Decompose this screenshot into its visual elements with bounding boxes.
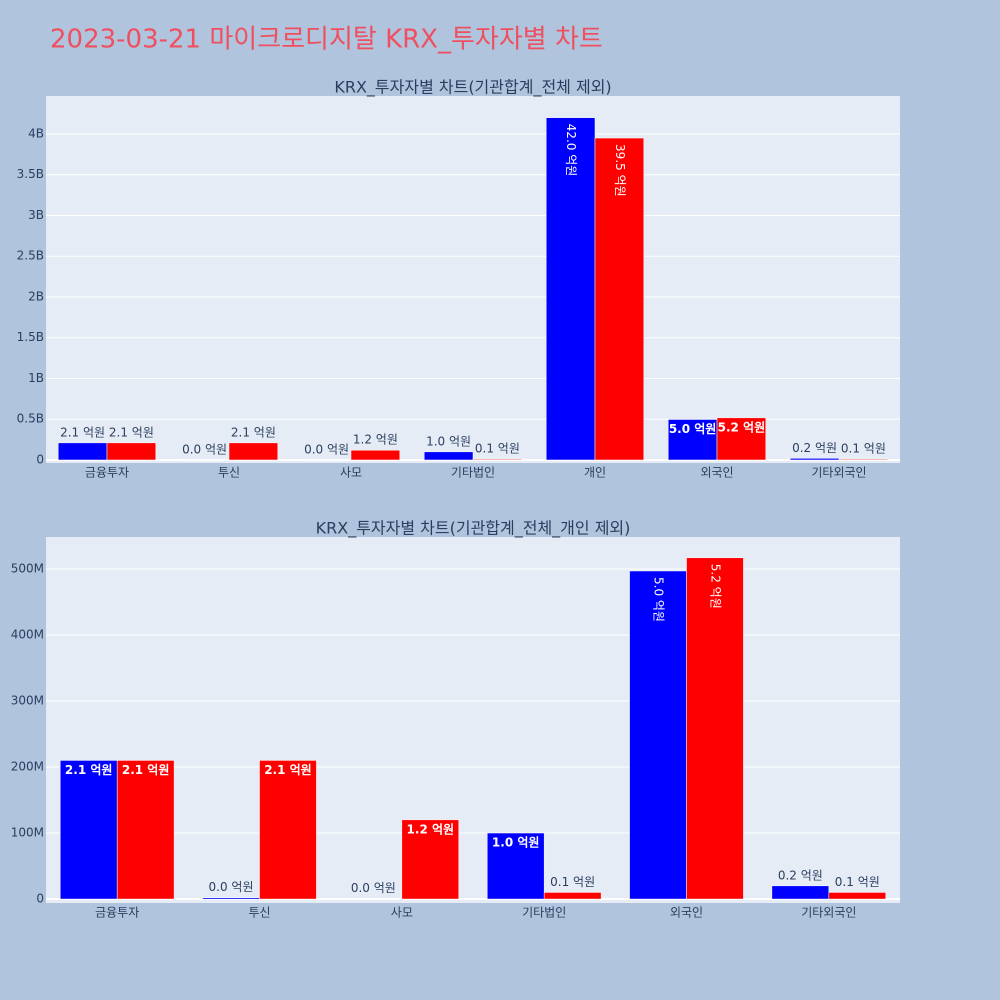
y-tick-label: 2B [28,289,44,303]
x-tick-label: 기타법인 [522,906,566,920]
data-label: 0.2 억원 [778,868,823,882]
x-tick-label: 기타외국인 [801,906,856,920]
bar [350,449,401,461]
bar [116,760,175,900]
y-tick-label: 4B [28,126,44,140]
x-tick-label: 외국인 [700,466,733,480]
plot-area [46,96,900,463]
x-tick-label: 투신 [218,466,240,480]
x-tick-label: 금융투자 [95,906,139,920]
x-tick-label: 외국인 [670,906,703,920]
data-label: 0.1 억원 [475,442,520,456]
bar [789,458,840,461]
x-tick-label: 기타법인 [451,466,495,480]
data-label: 0.1 억원 [835,875,880,889]
data-label: 0.1 억원 [841,442,886,456]
y-tick-label: 500M [11,562,44,576]
data-label: 5.2 억원 [708,564,722,609]
y-tick-label: 1.5B [17,330,44,344]
bar [401,819,460,900]
y-tick-label: 2.5B [17,249,44,263]
bar [543,892,602,900]
data-label: 0.0 억원 [182,442,227,456]
y-tick-label: 0 [36,892,44,906]
bar [179,459,230,461]
x-tick-label: 사모 [391,906,413,920]
bar [667,419,718,461]
data-label: 1.0 억원 [426,434,471,448]
y-tick-label: 300M [11,694,44,708]
bar [771,885,830,900]
plot-area [46,537,900,903]
bar [301,459,352,461]
bar [716,417,767,461]
chart-title: KRX_투자자별 차트(기관합계_전체 제외) [334,78,611,98]
bar [545,117,596,461]
y-tick-label: 3.5B [17,167,44,181]
data-label: 42.0 억원 [564,124,578,177]
data-label: 1.2 억원 [407,822,455,836]
data-label: 1.2 억원 [353,433,398,447]
bar [259,760,317,900]
y-tick-label: 400M [11,628,44,642]
x-tick-label: 투신 [248,906,270,920]
data-label: 2.1 억원 [264,763,312,777]
data-label: 0.0 억원 [209,880,254,894]
data-label: 5.0 억원 [652,577,666,622]
data-label: 39.5 억원 [613,144,627,197]
data-label: 5.2 억원 [718,420,766,434]
bar [344,898,403,900]
bar [423,451,474,461]
bar [59,760,118,900]
bar [838,458,889,461]
bar [228,442,279,461]
bar [486,832,545,900]
bar [106,442,157,461]
data-label: 2.1 억원 [60,425,105,439]
data-label: 0.0 억원 [304,442,349,456]
data-label: 0.0 억원 [351,881,396,895]
bar [472,458,523,461]
y-tick-label: 200M [11,760,44,774]
bar [202,897,260,900]
x-tick-label: 개인 [584,466,606,480]
data-label: 2.1 억원 [122,763,170,777]
data-label: 1.0 억원 [492,836,540,850]
data-label: 0.1 억원 [550,875,595,889]
bar [828,892,887,900]
y-tick-label: 0 [36,452,44,466]
data-label: 0.2 억원 [792,441,837,455]
bar [594,137,645,461]
page-title: 2023-03-21 마이크로디지탈 KRX_투자자별 차트 [50,25,603,55]
data-label: 5.0 억원 [669,422,717,436]
y-tick-label: 1B [28,371,44,385]
y-tick-label: 3B [28,208,44,222]
bar [57,442,108,461]
data-label: 2.1 억원 [231,425,276,439]
bar [686,557,744,900]
data-label: 2.1 억원 [65,763,113,777]
y-tick-label: 0.5B [17,412,44,426]
y-tick-label: 100M [11,826,44,840]
x-tick-label: 사모 [340,466,362,480]
data-label: 2.1 억원 [109,425,154,439]
chart-title: KRX_투자자별 차트(기관합계_전체_개인 제외) [316,519,631,539]
x-tick-label: 금융투자 [85,466,129,480]
x-tick-label: 기타외국인 [811,466,866,480]
